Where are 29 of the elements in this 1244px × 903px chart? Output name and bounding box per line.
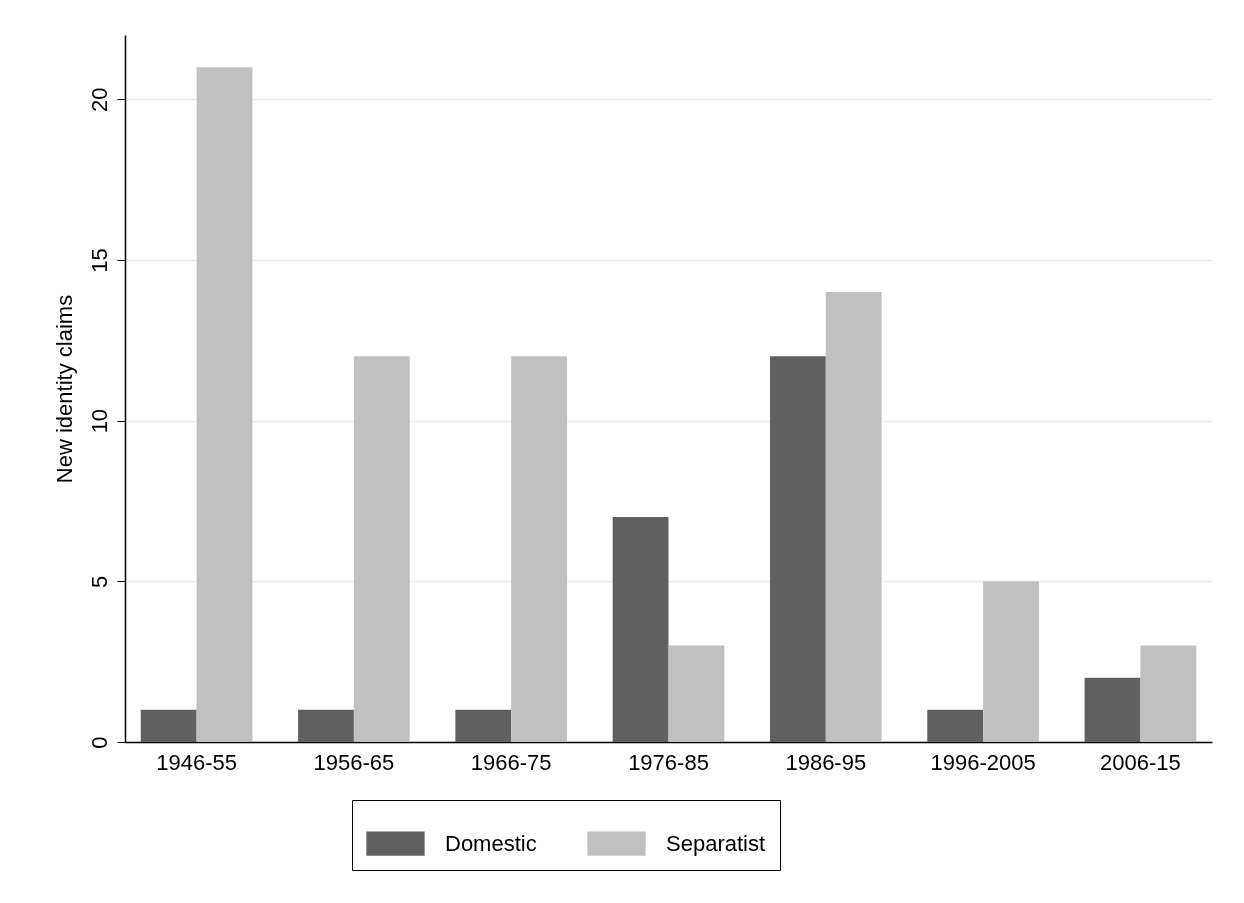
y-tick-label: 0	[86, 736, 112, 749]
x-tick-label: 1976-85	[628, 749, 709, 775]
bar	[196, 67, 253, 742]
x-tick-label: 1996-2005	[930, 749, 1036, 775]
y-tick-label: 15	[86, 248, 112, 273]
legend-label: Domestic	[445, 830, 537, 856]
x-tick-label: 2006-15	[1100, 749, 1181, 775]
y-tick-label: 10	[86, 408, 112, 434]
x-tick-label: 1956-65	[313, 749, 395, 775]
bar	[1140, 645, 1197, 742]
x-tick-label: 1986-95	[785, 749, 867, 775]
bar	[1084, 677, 1141, 742]
bar	[511, 356, 568, 742]
bar	[983, 581, 1039, 742]
bar	[825, 292, 882, 742]
y-axis-title: New identity claims	[51, 294, 77, 484]
bar	[140, 709, 197, 742]
legend-label: Separatist	[666, 830, 766, 856]
y-tick-label: 5	[86, 575, 112, 588]
bar	[455, 709, 512, 742]
bar	[612, 517, 669, 742]
bar	[668, 645, 725, 742]
x-tick-label: 1966-75	[470, 749, 552, 775]
bar	[927, 709, 984, 742]
bar	[353, 356, 410, 742]
x-tick-label: 1946-55	[156, 749, 237, 775]
bar	[769, 356, 826, 742]
y-tick-label: 20	[86, 87, 112, 113]
bar	[298, 709, 354, 742]
